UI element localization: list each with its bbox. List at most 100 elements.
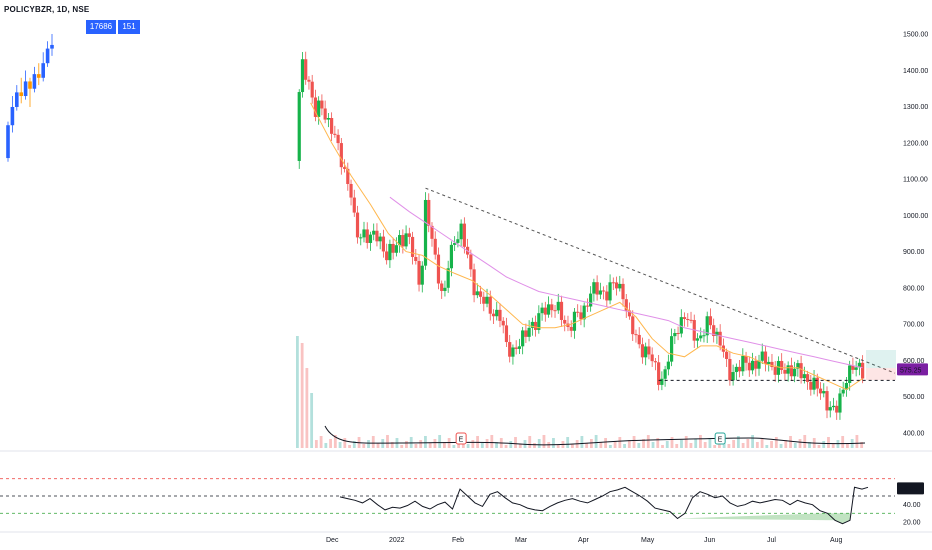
candle-body: [734, 366, 738, 373]
volume-bar: [314, 440, 318, 448]
y-tick-label: 700.00: [903, 322, 925, 329]
candle-body: [320, 100, 324, 109]
candle-body: [323, 108, 327, 120]
candle-body: [517, 346, 522, 349]
candle-body: [365, 229, 369, 243]
candle-body: [339, 143, 343, 168]
candle-body: [346, 168, 350, 184]
volume-bar: [746, 439, 750, 448]
volume-bar: [689, 443, 693, 448]
x-tick-label: Mar: [515, 537, 528, 544]
volume-bar: [770, 441, 773, 448]
candle-body: [572, 311, 577, 331]
volume-bar: [580, 436, 584, 448]
candle-body: [660, 378, 664, 385]
candle-body: [718, 331, 722, 346]
candle-body: [841, 389, 845, 394]
volume-bar: [300, 343, 304, 448]
volume-bar: [675, 444, 679, 448]
candle-body: [485, 296, 489, 304]
volume-bar: [760, 438, 764, 448]
y-tick-label: 1000.00: [903, 213, 928, 220]
y-tick-label: 1100.00: [903, 177, 928, 184]
candle-body: [423, 199, 428, 266]
last-price-label: 575.25: [900, 367, 922, 374]
candle-body: [414, 256, 418, 261]
candle-body: [417, 260, 421, 285]
candle-body: [809, 381, 813, 390]
candle-body: [757, 360, 761, 369]
mini-candle-body: [15, 92, 19, 107]
volume-bar: [566, 437, 570, 448]
volume-bar: [518, 444, 522, 448]
volume-bar: [348, 445, 351, 448]
descending-trendline: [425, 187, 896, 374]
volume-bar: [727, 444, 731, 448]
candle-body: [851, 365, 855, 370]
moving-average-slow: [389, 196, 863, 369]
volume-bar: [386, 435, 389, 448]
candle-body: [368, 234, 373, 243]
volume-bar: [699, 435, 702, 448]
volume-bar: [390, 442, 394, 448]
candle-body: [634, 334, 638, 336]
candle-body: [657, 362, 661, 385]
candle-body: [861, 362, 865, 379]
candle-body: [731, 372, 735, 381]
candle-body: [776, 360, 781, 375]
volume-bar: [632, 436, 636, 448]
candle-body: [546, 304, 551, 315]
candle-body: [686, 318, 690, 320]
rsi-tick-label: 20.00: [903, 520, 921, 527]
volume-bar: [333, 435, 337, 448]
candle-body: [618, 283, 622, 289]
mini-candle-body: [28, 81, 32, 89]
volume-bar: [665, 441, 669, 448]
candle-body: [543, 307, 547, 315]
x-tick-label: Dec: [326, 537, 339, 544]
volume-bar: [504, 445, 508, 448]
target-zone-loss: [866, 368, 896, 380]
volume-bar: [793, 443, 797, 448]
volume-bar: [680, 440, 683, 448]
candle-body: [456, 239, 460, 243]
candle-body: [608, 282, 612, 301]
volume-bar: [376, 443, 380, 448]
candle-body: [563, 319, 567, 324]
candle-body: [521, 330, 525, 347]
x-tick-label: Feb: [452, 537, 464, 544]
volume-bar: [822, 441, 826, 448]
volume-bar: [855, 435, 859, 448]
candle-body: [394, 245, 398, 253]
moving-average-fast: [310, 102, 863, 391]
mini-candle-body: [32, 74, 37, 89]
volume-bar: [533, 443, 536, 448]
candle-body: [410, 236, 415, 257]
candle-body: [569, 326, 573, 331]
candle-body: [601, 290, 606, 292]
candle-body: [514, 347, 518, 349]
candle-body: [378, 236, 382, 242]
mini-candle-body: [6, 125, 10, 159]
candle-body: [708, 316, 713, 326]
x-tick-label: 2022: [389, 537, 405, 544]
candle-body: [475, 291, 479, 296]
mini-candle-body: [50, 44, 54, 49]
candle-body: [527, 327, 531, 337]
candle-body: [702, 335, 706, 337]
candle-body: [307, 79, 311, 82]
volume-bar: [433, 439, 437, 448]
candle-body: [362, 229, 366, 238]
candle-body: [750, 360, 755, 371]
candle-body: [550, 304, 554, 311]
volume-bar: [703, 442, 707, 448]
candle-body: [763, 351, 768, 365]
candle-body: [828, 407, 832, 411]
candle-body: [491, 313, 496, 317]
volume-bar: [741, 443, 745, 448]
candle-body: [404, 233, 408, 247]
candle-body: [440, 283, 444, 291]
volume-bar: [485, 439, 489, 448]
candle-body: [666, 361, 670, 370]
